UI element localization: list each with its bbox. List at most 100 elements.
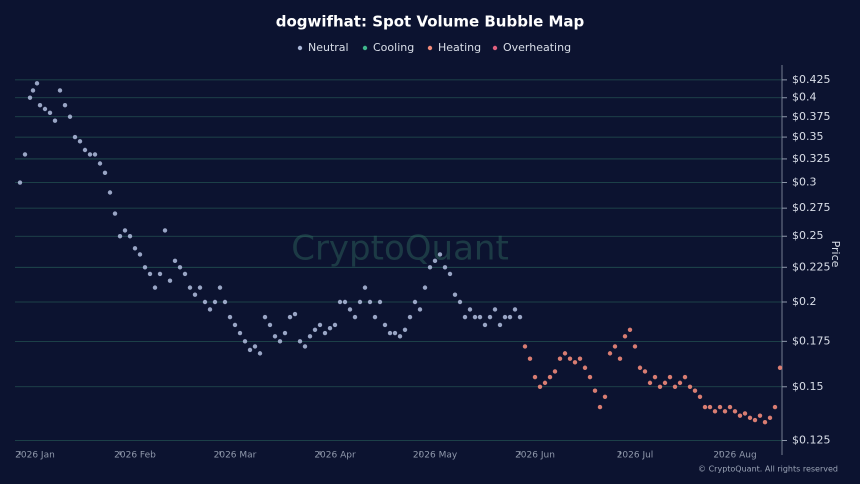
point — [327, 325, 333, 331]
point — [127, 234, 133, 239]
point — [242, 339, 248, 344]
point — [642, 369, 648, 374]
point — [397, 334, 403, 339]
point — [62, 102, 68, 108]
point — [457, 299, 463, 305]
y-axis-label: Price — [829, 241, 842, 268]
point — [117, 234, 123, 239]
point — [227, 314, 233, 320]
point — [537, 384, 543, 389]
point — [717, 404, 723, 410]
point — [722, 409, 728, 414]
point — [412, 299, 418, 305]
point — [627, 327, 633, 332]
point — [122, 228, 128, 233]
point — [297, 339, 303, 344]
legend-swatch — [427, 45, 433, 51]
point — [422, 285, 428, 290]
point — [557, 356, 563, 361]
point — [572, 360, 578, 365]
point — [352, 314, 358, 320]
x-tick-label: 2026 Jun — [515, 451, 555, 461]
point — [307, 334, 313, 339]
point — [217, 285, 223, 290]
y-tick-label: $0.175 — [792, 334, 831, 347]
point — [477, 314, 483, 320]
point — [687, 384, 693, 389]
point — [527, 356, 533, 361]
point — [597, 404, 603, 410]
point — [52, 118, 58, 123]
point — [222, 299, 228, 305]
legend-swatch — [492, 45, 498, 51]
point — [177, 265, 183, 270]
point — [152, 285, 158, 290]
point — [632, 344, 638, 349]
point — [662, 380, 668, 386]
point — [87, 152, 93, 157]
x-tick-label: 2026 May — [413, 451, 458, 461]
point — [202, 299, 208, 305]
point — [282, 330, 288, 336]
point — [472, 314, 478, 320]
point — [697, 394, 703, 399]
point — [542, 380, 548, 386]
y-tick-label: $0.275 — [792, 201, 831, 214]
point — [512, 307, 518, 312]
point — [637, 365, 643, 370]
point — [552, 369, 558, 374]
point — [682, 374, 688, 380]
point — [77, 139, 83, 144]
y-tick-label: $0.2 — [792, 295, 817, 308]
point — [22, 152, 28, 157]
point — [167, 278, 173, 283]
point — [587, 374, 593, 380]
point — [162, 228, 168, 233]
point — [772, 404, 778, 410]
point — [362, 285, 368, 290]
legend-label: Cooling — [373, 41, 414, 54]
point — [332, 322, 338, 328]
watermark: CryptoQuant — [291, 229, 509, 269]
point — [392, 330, 398, 336]
point — [237, 330, 243, 336]
point — [137, 252, 143, 257]
point — [312, 327, 318, 332]
legend-label: Heating — [438, 41, 481, 54]
point — [752, 417, 758, 423]
point — [582, 365, 588, 370]
point — [232, 322, 238, 328]
point — [712, 409, 718, 414]
point — [34, 81, 40, 86]
x-tick-label: 2026 Jul — [617, 451, 654, 461]
point — [337, 299, 343, 305]
y-tick-label: $0.15 — [792, 380, 824, 393]
point — [107, 190, 113, 195]
point — [97, 161, 103, 166]
point — [417, 307, 423, 312]
point — [317, 322, 323, 328]
point — [37, 102, 43, 108]
point — [322, 330, 328, 336]
point — [657, 384, 663, 389]
point — [562, 351, 568, 356]
point — [502, 314, 508, 320]
point — [732, 409, 738, 414]
x-tick-label: 2026 Apr — [314, 451, 356, 461]
x-tick-label: 2026 Mar — [214, 451, 257, 461]
y-tick-label: $0.325 — [792, 152, 831, 165]
x-tick-label: 2026 Jan — [15, 451, 55, 461]
point — [747, 415, 753, 421]
y-tick-label: $0.35 — [792, 130, 824, 143]
point — [292, 311, 298, 317]
point — [197, 285, 203, 290]
point — [567, 356, 573, 361]
point — [142, 265, 148, 270]
point — [402, 327, 408, 332]
point — [72, 134, 78, 140]
point — [487, 314, 493, 320]
point — [407, 314, 413, 320]
point — [492, 307, 498, 312]
point — [372, 314, 378, 320]
